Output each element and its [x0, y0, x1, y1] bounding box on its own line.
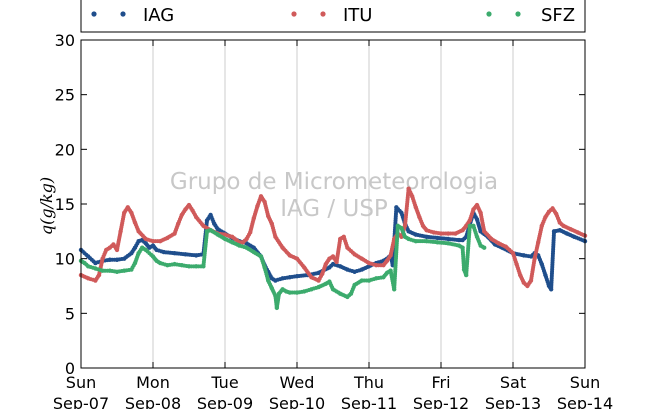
- legend-marker: [91, 11, 97, 17]
- legend-marker: [120, 11, 126, 17]
- grid: [152, 40, 514, 368]
- x-tick-label-day: Tue: [210, 373, 238, 392]
- x-tick-label-day: Sun: [570, 373, 600, 392]
- legend: IAG ITU SFZ: [80, 0, 586, 33]
- x-tick-label-date: Sep-10: [269, 394, 325, 409]
- y-tick-label: 20: [55, 140, 75, 159]
- legend-frame: [80, 0, 586, 33]
- series-itu: [78, 186, 588, 289]
- axis-ticks: Sun Sep-07 Mon Sep-08 Tue Sep-09 Wed Sep-10 Thu S…: [53, 31, 613, 409]
- legend-label: ITU: [343, 5, 372, 26]
- x-tick-label-day: Thu: [353, 373, 384, 392]
- x-tick-label-date: Sep-07: [53, 394, 109, 409]
- x-tick-label-date: Sep-13: [485, 394, 541, 409]
- series-sfz: [78, 223, 487, 311]
- legend-marker: [515, 11, 521, 17]
- y-tick-label: 10: [55, 250, 75, 269]
- data-point: [482, 245, 487, 250]
- legend-marker: [320, 11, 326, 17]
- x-tick-label-date: Sep-14: [557, 394, 613, 409]
- y-tick-label: 0: [65, 359, 75, 378]
- legend-marker: [291, 11, 297, 17]
- watermark-line-2: IAG / USP: [280, 196, 388, 222]
- data-points: [78, 186, 588, 311]
- y-tick-label: 5: [65, 304, 75, 323]
- legend-label: SFZ: [541, 5, 575, 26]
- x-tick-label-day: Sun: [66, 373, 96, 392]
- x-tick-label-date: Sep-11: [341, 394, 397, 409]
- x-tick-label-date: Sep-08: [125, 394, 181, 409]
- legend-marker: [486, 11, 492, 17]
- watermark: Grupo de Micrometeorologia IAG / USP: [170, 169, 498, 222]
- watermark-line-1: Grupo de Micrometeorologia: [170, 169, 498, 195]
- x-tick-label-date: Sep-12: [413, 394, 469, 409]
- y-tick-label: 15: [55, 195, 75, 214]
- y-tick-label: 30: [55, 31, 75, 50]
- y-tick-label: 25: [55, 86, 75, 105]
- x-tick-label-date: Sep-09: [197, 394, 253, 409]
- x-tick-label-day: Sat: [500, 373, 526, 392]
- legend-label: IAG: [143, 5, 174, 26]
- y-axis-label: q(g/kg): [37, 177, 56, 235]
- x-tick-label-day: Fri: [431, 373, 450, 392]
- x-tick-label-day: Mon: [136, 373, 170, 392]
- x-tick-label-day: Wed: [280, 373, 315, 392]
